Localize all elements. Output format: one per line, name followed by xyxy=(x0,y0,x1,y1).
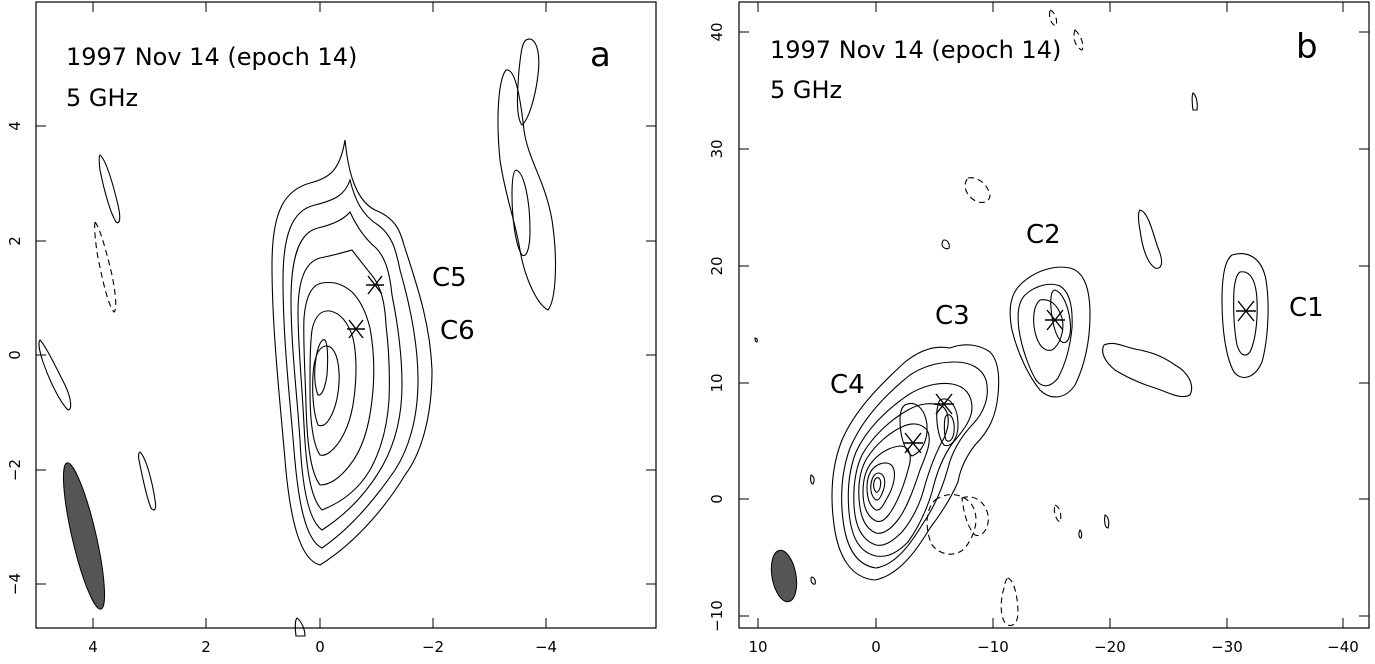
panel-a-ytick-1: 2 xyxy=(6,236,24,246)
panel-a-core-contours xyxy=(271,139,433,566)
panel-b-c1-contours xyxy=(1221,253,1269,378)
panel-a-beam xyxy=(62,462,106,610)
panel-a-xtick-2: 0 xyxy=(315,638,325,656)
panel-a-xtick-3: −2 xyxy=(422,638,444,656)
panel-a: 4 2 0 −2 −4 4 2 0 −2 −4 1997 Nov 14 (epo… xyxy=(6,1,657,656)
panel-b-y-ticks xyxy=(739,31,1369,617)
panel-b-ytick-3: 10 xyxy=(708,373,726,392)
panel-a-xtick-1: 2 xyxy=(201,638,211,656)
panel-b-label-c1: C1 xyxy=(1289,293,1324,323)
panel-b-x-ticks xyxy=(757,2,1344,628)
panel-b-marker-c4 xyxy=(903,432,923,454)
panel-b-ytick-0: 40 xyxy=(708,22,726,41)
panel-b-ytick-2: 20 xyxy=(708,256,726,275)
panel-b-freq-label: 5 GHz xyxy=(770,76,842,104)
panel-a-label-c6: C6 xyxy=(440,316,475,346)
panel-a-marker-c6 xyxy=(347,319,365,339)
panel-b-xtick-1: 0 xyxy=(871,638,881,656)
panel-a-ytick-0: 4 xyxy=(6,121,24,131)
panel-b-marker-c2 xyxy=(1045,309,1065,331)
panel-b-ytick-4: 0 xyxy=(708,494,726,504)
panel-b-letter: b xyxy=(1296,27,1318,67)
panel-b-marker-c1 xyxy=(1236,300,1256,322)
panel-b-epoch-label: 1997 Nov 14 (epoch 14) xyxy=(770,36,1061,64)
panel-a-marker-c5 xyxy=(366,275,384,295)
panel-a-y-ticks xyxy=(36,125,656,585)
panel-a-xtick-4: −4 xyxy=(535,638,557,656)
panel-a-letter: a xyxy=(590,35,611,75)
panel-a-label-c5: C5 xyxy=(432,263,467,293)
panel-b-marker-c3 xyxy=(934,393,954,415)
panel-a-xtick-0: 4 xyxy=(88,638,98,656)
panel-b-frame xyxy=(738,1,1370,629)
panel-b-beam xyxy=(770,549,798,603)
panel-b-c2-contours xyxy=(1009,266,1091,398)
panel-b-xtick-4: −30 xyxy=(1211,638,1243,656)
panel-a-ytick-4: −4 xyxy=(6,573,24,595)
panel-a-ytick-2: 0 xyxy=(6,350,24,360)
panel-a-frame xyxy=(35,1,657,629)
panel-b-label-c2: C2 xyxy=(1026,220,1061,250)
panel-b-xtick-2: −10 xyxy=(977,638,1009,656)
panel-b-xtick-0: 10 xyxy=(748,638,767,656)
panel-a-epoch-label: 1997 Nov 14 (epoch 14) xyxy=(66,43,357,71)
panel-a-freq-label: 5 GHz xyxy=(66,84,138,112)
panel-b: 10 0 −10 −20 −30 −40 40 30 20 10 0 −10 1… xyxy=(708,1,1370,656)
panel-a-x-ticks xyxy=(92,2,547,628)
panel-a-ytick-3: −2 xyxy=(6,459,24,481)
panel-b-label-c3: C3 xyxy=(935,301,970,331)
panel-b-negative-contours xyxy=(926,9,1084,627)
panel-b-xtick-3: −20 xyxy=(1094,638,1126,656)
panel-b-xtick-5: −40 xyxy=(1327,638,1359,656)
panel-a-side-contours xyxy=(38,38,557,637)
panel-b-label-c4: C4 xyxy=(830,370,865,400)
panel-b-ytick-5: −10 xyxy=(708,600,726,632)
panel-b-ytick-1: 30 xyxy=(708,139,726,158)
panel-b-misc-contours xyxy=(754,92,1198,585)
